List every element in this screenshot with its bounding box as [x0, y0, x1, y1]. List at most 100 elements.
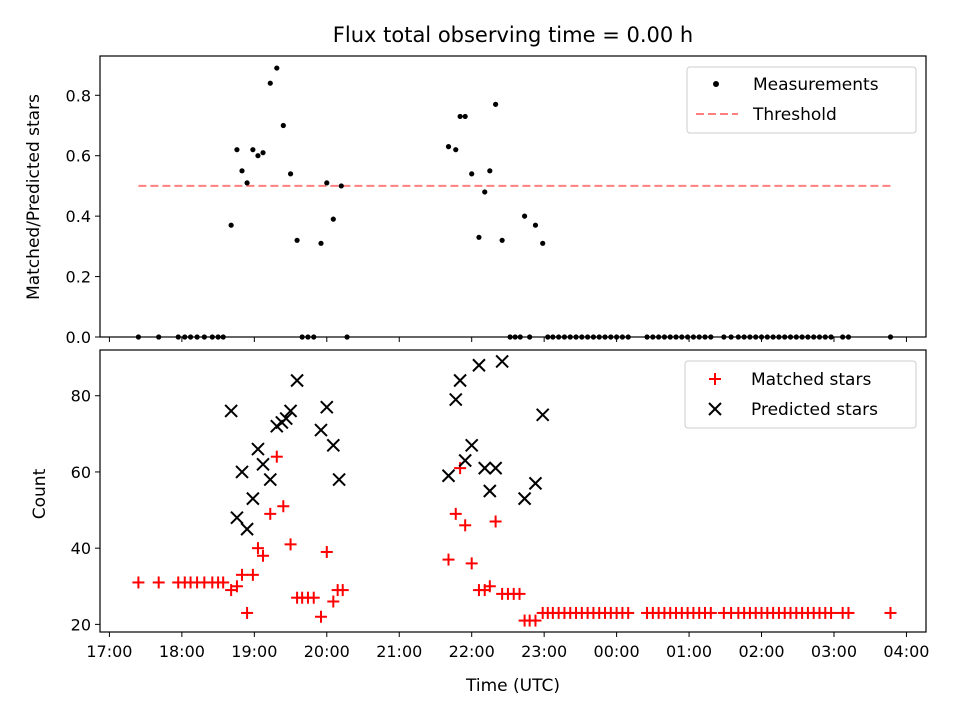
top-x-ticks [108, 337, 907, 342]
matched-point [449, 507, 462, 520]
measurement-point [476, 234, 482, 240]
measurement-point [487, 168, 493, 174]
measurement-point [274, 65, 280, 71]
predicted-point [283, 404, 298, 418]
measurement-point [499, 237, 505, 243]
predicted-point [256, 457, 270, 472]
top-y-tick-label: 0.6 [66, 147, 91, 166]
predicted-point [528, 476, 543, 491]
legend-marker-predicted [708, 402, 722, 416]
matched-point [152, 576, 165, 589]
x-tick-label: 22:00 [449, 642, 495, 661]
legend-marker-matched [709, 373, 721, 385]
predicted-point [472, 358, 486, 372]
measurement-point [453, 147, 459, 153]
legend-label-threshold: Threshold [752, 105, 837, 125]
x-tick-label: 17:00 [86, 642, 132, 661]
chart-title: Flux total observing time = 0.00 h [333, 23, 693, 47]
predicted-point [478, 461, 492, 475]
measurement-point [255, 153, 261, 159]
predicted-point [483, 484, 497, 498]
matched-point [842, 606, 855, 619]
matched-point [217, 576, 230, 589]
x-tick-label: 19:00 [231, 642, 277, 661]
predicted-point [458, 453, 472, 468]
bottom-legend: Matched stars Predicted stars [684, 360, 917, 429]
legend-label-measurements: Measurements [753, 75, 879, 95]
matched-point [465, 557, 478, 570]
matched-point [277, 500, 290, 513]
bottom-y-tick-label: 20 [71, 615, 91, 634]
measurement-point [260, 150, 266, 156]
matched-point [704, 606, 717, 619]
matched-point [459, 519, 472, 532]
matched-point [230, 580, 243, 593]
predicted-point [235, 465, 249, 479]
matched-point [236, 568, 249, 581]
measurement-point [338, 183, 344, 189]
predicted-point [453, 373, 467, 388]
measurement-point [239, 168, 245, 174]
measurement-point [532, 222, 539, 228]
x-tick-label: 04:00 [883, 642, 929, 661]
bottom-axes-frame [99, 349, 927, 633]
measurement-point [462, 113, 468, 120]
matched-point [307, 591, 320, 604]
x-axis-label: Time (UTC) [465, 676, 560, 696]
matched-point [442, 553, 455, 566]
predicted-point [314, 423, 328, 437]
measurement-point [493, 101, 499, 107]
matched-point [622, 606, 635, 619]
bottom-panel: 20 40 60 80 17:00 18:00 19:00 20:00 21:00 22:00 2… [30, 349, 929, 696]
predicted-point [488, 461, 503, 475]
predicted-point [251, 442, 265, 456]
predicted-point [279, 411, 293, 426]
matched-point [246, 568, 259, 581]
matched-stars-layer [132, 450, 897, 627]
top-y-tick-label: 0.8 [66, 86, 91, 105]
measurement-point [228, 222, 234, 228]
predicted-point [326, 438, 341, 452]
measurement-point [267, 80, 273, 86]
top-axes-frame [99, 55, 927, 338]
top-y-tick-label: 0.2 [66, 268, 91, 287]
matched-point [257, 549, 270, 562]
measurement-point [521, 213, 528, 219]
bottom-legend-box [684, 360, 917, 429]
x-tick-label: 23:00 [521, 642, 567, 661]
measurement-point [540, 240, 546, 246]
x-tick-label: 02:00 [738, 642, 784, 661]
legend-label-predicted: Predicted stars [751, 400, 878, 420]
matched-point [336, 584, 349, 597]
matched-point [284, 538, 297, 551]
matched-point [270, 450, 283, 463]
matched-point [483, 580, 496, 593]
x-tick-label: 20:00 [304, 642, 350, 661]
legend-marker-measurements [713, 81, 719, 87]
measurement-point [250, 147, 256, 153]
x-tick-label: 01:00 [666, 642, 712, 661]
measurement-point [294, 237, 300, 243]
predicted-point [464, 438, 479, 452]
predicted-point [263, 472, 277, 487]
matched-point [320, 545, 333, 558]
matched-point [251, 542, 264, 555]
predicted-point [441, 469, 456, 483]
predicted-point [230, 510, 244, 525]
matched-point [529, 614, 542, 627]
top-y-tick-label: 0.4 [66, 207, 91, 226]
matched-point [513, 587, 526, 600]
predicted-point [517, 491, 532, 506]
top-y-axis-label: Matched/Predicted stars [24, 94, 44, 300]
measurement-point [280, 122, 286, 129]
predicted-point [246, 491, 260, 506]
predicted-point [535, 408, 550, 422]
matched-point [241, 606, 254, 619]
predicted-point [449, 392, 463, 407]
measurement-point [330, 216, 336, 222]
top-legend: Measurements Threshold [686, 66, 917, 134]
measurement-point [482, 189, 488, 195]
predicted-point [224, 404, 238, 418]
predicted-point [495, 354, 509, 369]
